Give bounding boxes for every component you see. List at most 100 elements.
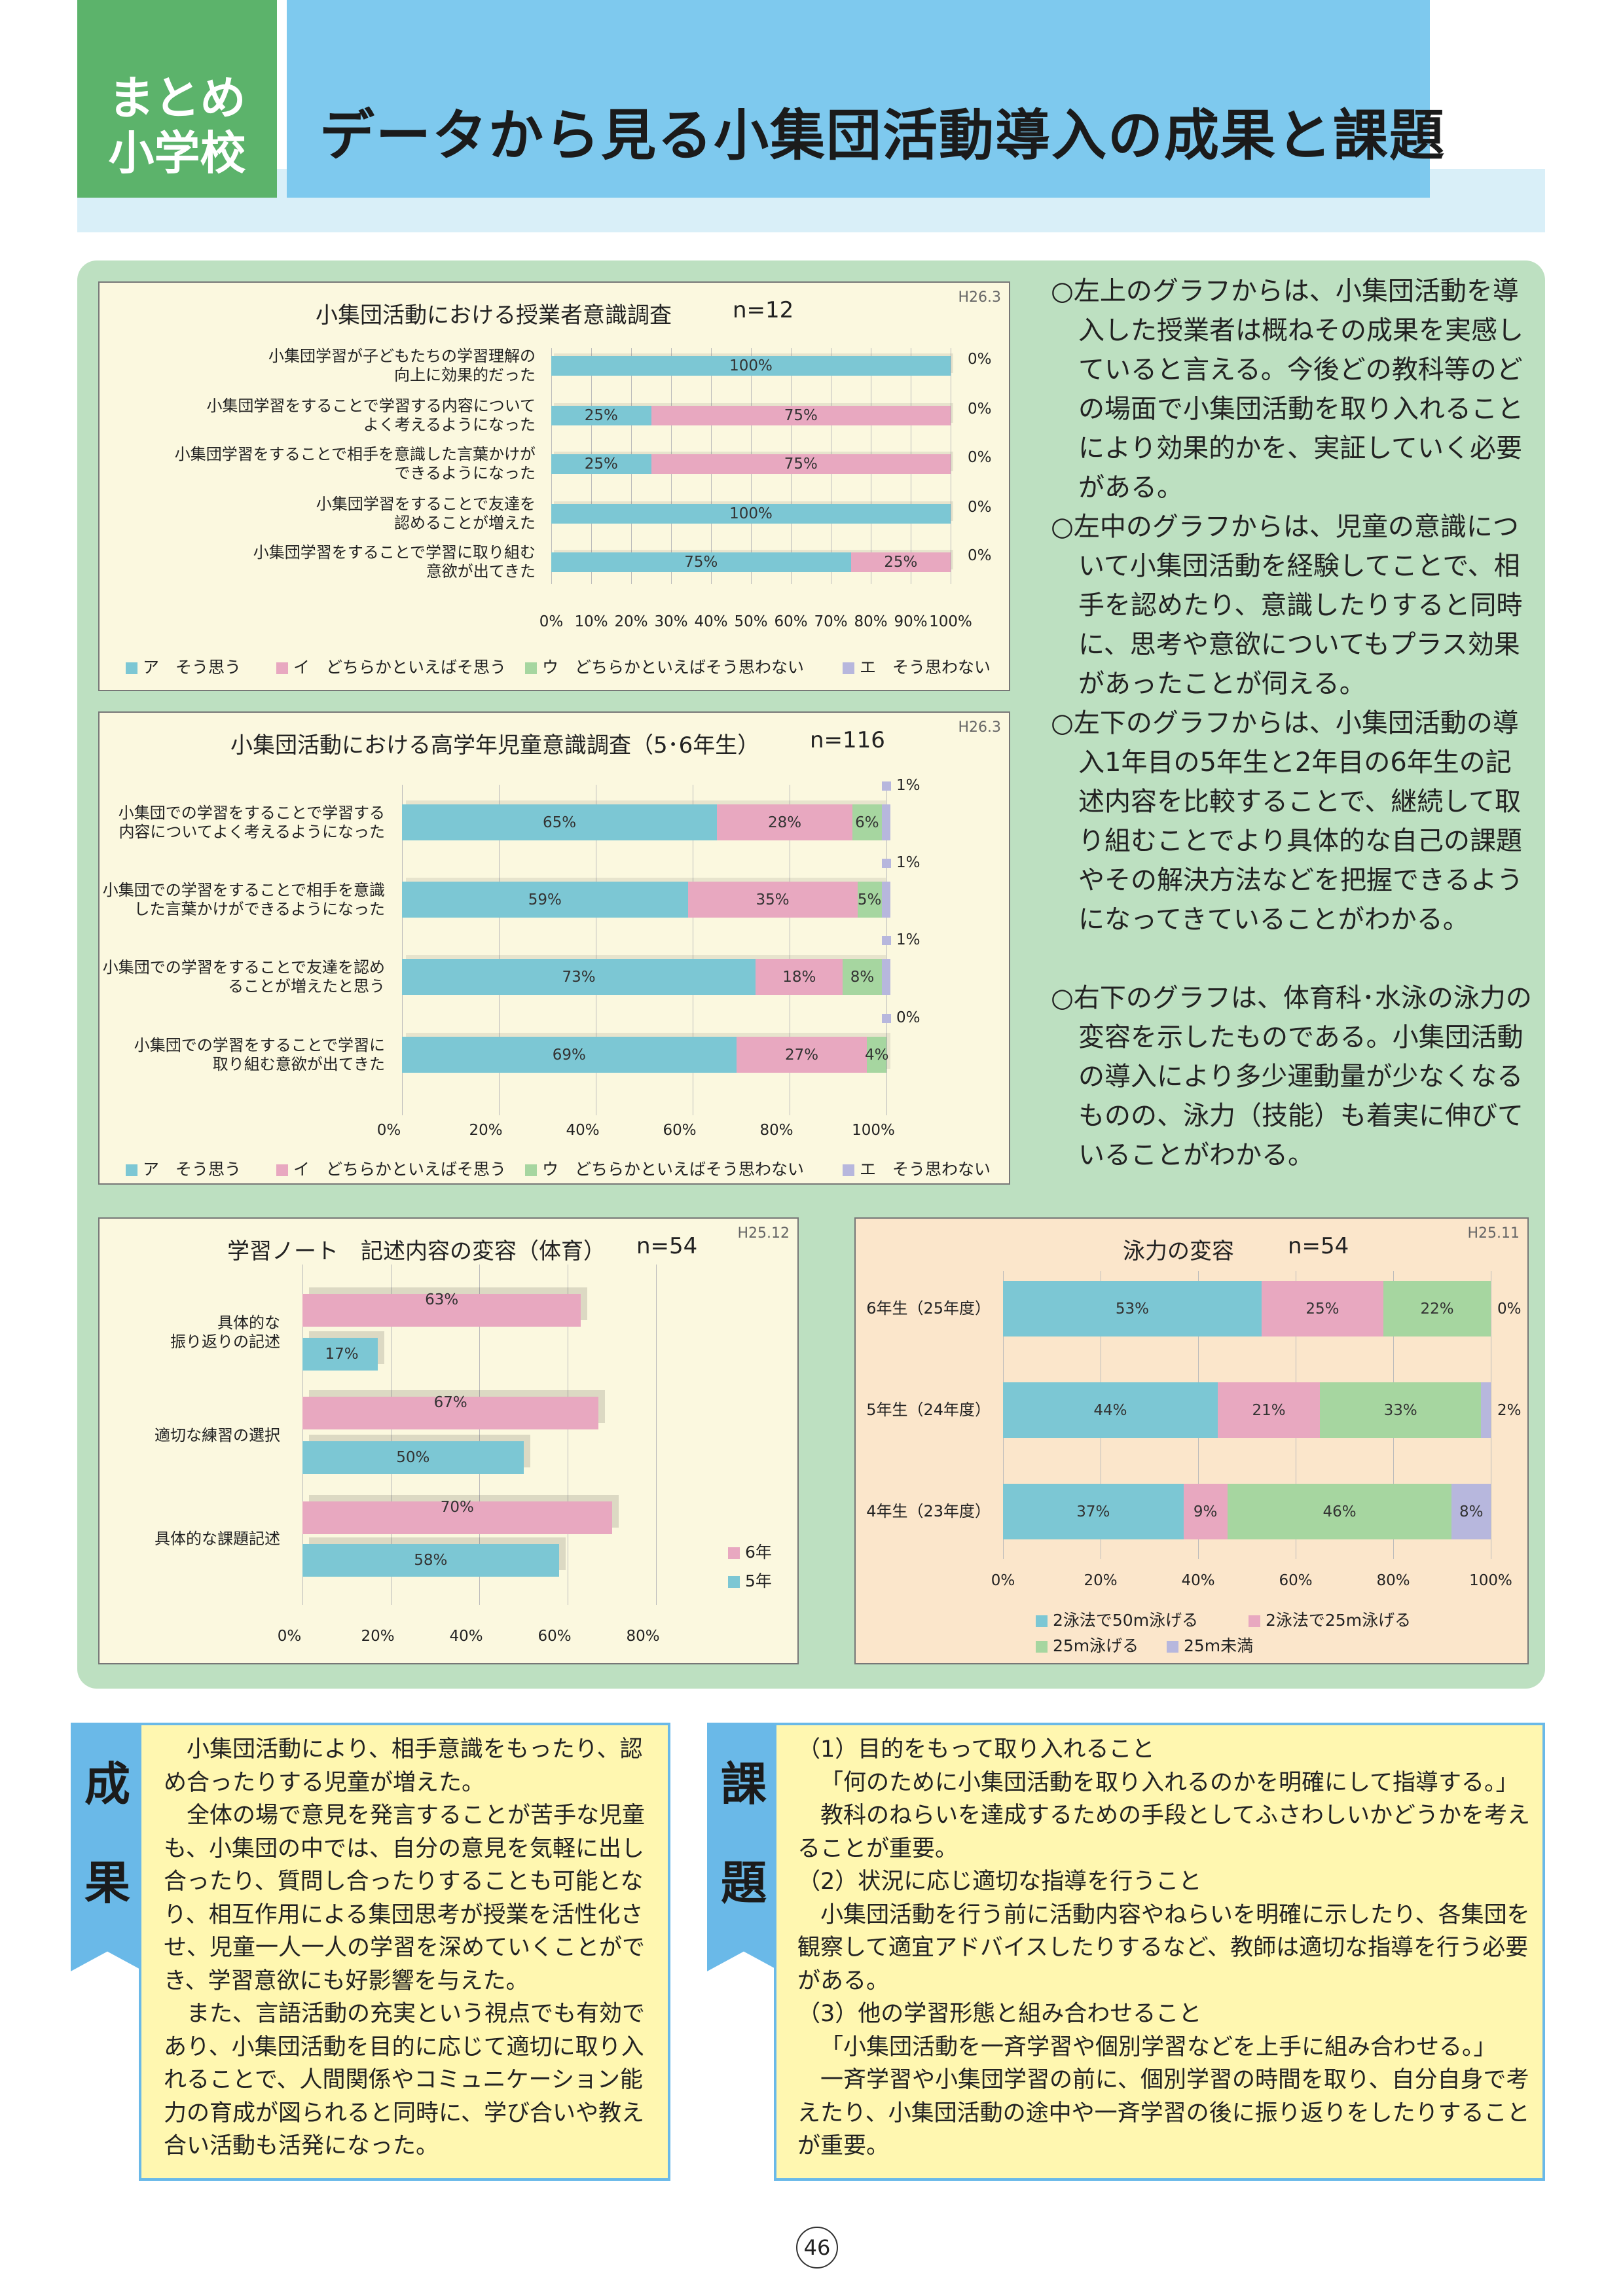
bar-segment [402,1037,737,1073]
category-label-line: ることが増えたと思う [228,977,385,996]
results-box [139,1723,670,2181]
x-tick-label: 40% [449,1628,483,1645]
bar-top-label: 1% [882,777,921,794]
chart-teacher-survey: 小集団活動における授業者意識調査 n=12 H26.3 小集団学習が子どもたちの学習理… [98,281,1010,691]
category-label: 5年生（24年度） [866,1401,991,1420]
bar-segment [1261,1281,1384,1336]
legend-item: 2泳法で25m泳げる [1249,1607,1411,1631]
section-tag-line1: まとめ [108,71,246,125]
chart-date: H26.3 [958,289,1001,306]
x-tick-label: 90% [894,613,928,630]
bar-value-label: 37% [1076,1503,1110,1520]
issue-heading-3: （3）他の学習形態と組み合わせること [797,2001,1202,2027]
gridline [499,785,500,1115]
category-label-line: できるようになった [394,464,536,482]
category-label-line: 5年生（24年度） [866,1401,991,1419]
legend-swatch [1036,1615,1048,1627]
category-label-line: 小集団学習をすることで友達を [316,495,536,513]
gridline [402,785,403,1115]
gridline [479,1265,480,1605]
bar-value-label: 75% [684,554,718,571]
bar-segment [551,356,951,376]
x-tick-label: 60% [1279,1572,1313,1589]
bar-segment [551,454,651,474]
x-tick-label: 80% [759,1122,793,1139]
category-label: 小集団学習をすることで相手を意識した言葉かけが できるようになった [175,445,536,483]
legend-label: 25m泳げる [1053,1636,1139,1655]
bar-value-label: 65% [542,814,577,831]
bar-segment [1003,1484,1184,1539]
bar-segment [881,804,890,840]
bar-segment [1451,1484,1491,1539]
bar-value-label: 4% [864,1046,889,1064]
x-tick-label: 40% [566,1122,600,1139]
chart-date: H25.12 [737,1225,790,1242]
gridline [391,1265,392,1605]
category-label: 適切な練習の選択 [155,1426,280,1445]
page-title: データから見る小集団活動導入の成果と課題 [319,103,1446,168]
bar-segment [1183,1484,1228,1539]
bar-value-label: 25% [584,456,618,473]
category-label-line: 内容についてよく考えるようになった [119,822,385,841]
bar-value-label: 21% [1252,1401,1286,1419]
bar-top-swatch [882,781,891,791]
gridline [656,1265,657,1605]
bar-segment [402,959,756,995]
category-label: 小集団での学習をすることで学習に 取り組む意欲が出てきた [134,1036,385,1074]
bar-top-value: 1% [896,854,921,871]
bar-value-label: 33% [1383,1401,1417,1419]
bar-segment [402,882,688,918]
legend-item: ア そう思う [126,655,241,678]
gridline [302,1265,303,1605]
legend-item: ウ どちらかといえばそう思わない [525,1157,804,1180]
bar [302,1501,612,1534]
bar-top-swatch [882,858,891,868]
legend-item: エ そう思わない [843,1157,991,1180]
x-tick-label: 80% [1376,1572,1410,1589]
bar-value-label: 75% [784,456,818,473]
bar-value-label: 17% [325,1346,359,1363]
results-tab-char1: 成 [84,1757,130,1811]
title-banner [287,0,1430,198]
bar-segment [1003,1281,1262,1336]
results-tab: 成 果 [71,1723,144,1971]
x-tick-label: 0% [376,1122,401,1139]
category-label: 小集団学習をすることで学習に取り組む 意欲が出てきた [253,543,536,581]
category-label: 小集団での学習をすることで学習する 内容についてよく考えるようになった [119,804,385,842]
bar-value-label: 73% [562,968,596,986]
bar-side-label: 0% [968,351,992,368]
issues-tab: 課 題 [707,1723,780,1971]
bar-value-label: 67% [433,1394,467,1411]
bar-segment [1217,1382,1321,1438]
x-tick-label: 10% [574,613,608,630]
chart-title: 小集団活動における高学年児童意識調査（5･6年生） [230,732,760,759]
results-tab-char2: 果 [84,1856,130,1910]
issues-tab-char1: 課 [721,1757,767,1811]
category-label-line: 4年生（23年度） [866,1502,991,1520]
legend-label: エ そう思わない [860,658,991,677]
legend-swatch [728,1547,740,1559]
bar-segment [651,454,951,474]
observations: ○左上のグラフからは、小集団活動を導入した授業者は概ねその成果を実感していると言… [1051,272,1535,1175]
bar-side-label: 0% [968,449,992,466]
bar-value-label: 25% [884,554,918,571]
bar-top-swatch [882,935,891,945]
chart-student-survey: 小集団活動における高学年児童意識調査（5･6年生） n=116 H26.3 小集団での… [98,711,1010,1185]
bar-value-label: 44% [1093,1401,1127,1419]
legend-label: ウ どちらかといえばそう思わない [542,1160,805,1179]
bar-top-label: 1% [882,931,921,948]
results-text: 小集団活動により、相手意識をもったり、認め合ったりする児童が増えた。 全体の場で… [164,1733,648,2163]
legend-item: 6年 [728,1539,772,1563]
legend-swatch [843,662,854,674]
bar-value-label: 8% [1459,1503,1484,1520]
legend-swatch [1249,1615,1260,1627]
bar-segment [551,552,851,572]
category-label-line: 振り返りの記述 [170,1332,280,1351]
x-tick-label: 50% [734,613,768,630]
bar-value-label: 25% [1305,1300,1340,1318]
category-label-line: した言葉かけができるようになった [134,899,385,918]
legend-item: 5年 [728,1568,772,1592]
legend-label: 2泳法で50m泳げる [1053,1611,1199,1630]
bar-value-label: 27% [784,1046,819,1064]
chart-title: 学習ノート 記述内容の変容（体育） [227,1238,606,1265]
